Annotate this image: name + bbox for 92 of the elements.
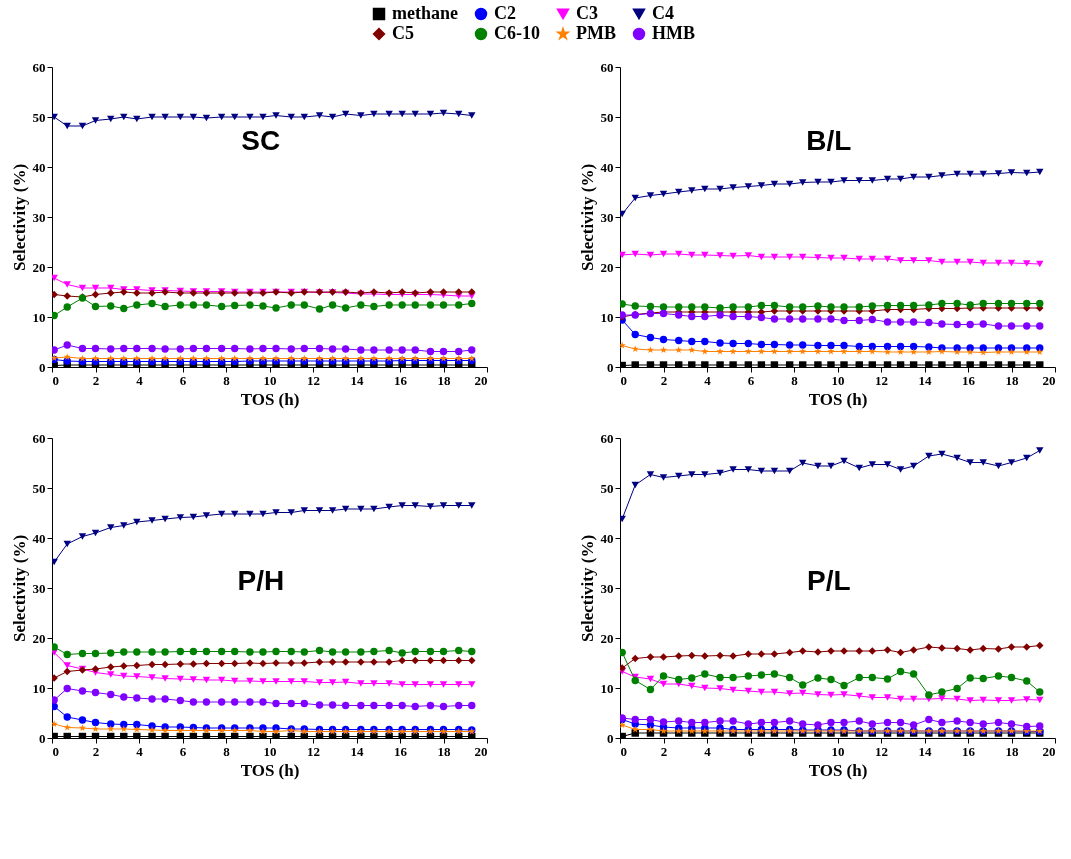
y-tick-label: 40 bbox=[32, 159, 46, 175]
legend-label: C4 bbox=[652, 3, 674, 23]
x-tick-label: 4 bbox=[136, 743, 144, 759]
x-tick-label: 20 bbox=[1042, 743, 1056, 759]
x-tick-label: 14 bbox=[918, 372, 932, 388]
x-tick-label: 10 bbox=[831, 372, 845, 388]
legend-label: PMB bbox=[576, 23, 616, 43]
x-tick-label: 12 bbox=[307, 372, 320, 388]
text: P/L bbox=[807, 565, 851, 596]
x-tick-label: 16 bbox=[394, 372, 408, 388]
x-tick-label: 20 bbox=[474, 743, 488, 759]
legend-label: C3 bbox=[576, 3, 598, 23]
y-tick-label: 30 bbox=[600, 209, 614, 225]
x-tick-label: 8 bbox=[791, 372, 799, 388]
y-tick-label: 40 bbox=[600, 159, 614, 175]
y-tick-label: 50 bbox=[32, 109, 46, 125]
legend-label: C5 bbox=[392, 23, 414, 43]
legend-label: methane bbox=[392, 3, 458, 23]
x-tick-label: 16 bbox=[962, 372, 976, 388]
y-tick-label: 0 bbox=[39, 359, 46, 375]
x-tick-label: 4 bbox=[704, 372, 712, 388]
x-tick-label: 16 bbox=[962, 743, 976, 759]
x-tick-label: 0 bbox=[620, 372, 627, 388]
y-tick-label: 10 bbox=[32, 680, 46, 696]
y-axis-title: Selectivity (%) bbox=[577, 534, 597, 643]
x-tick-label: 6 bbox=[179, 372, 187, 388]
x-tick-label: 0 bbox=[52, 372, 59, 388]
y-tick-label: 60 bbox=[600, 430, 614, 446]
y-tick-label: 30 bbox=[32, 209, 46, 225]
x-tick-label: 2 bbox=[92, 743, 100, 759]
y-tick-label: 30 bbox=[32, 580, 46, 596]
y-axis-title: Selectivity (%) bbox=[9, 534, 29, 643]
y-tick-label: 10 bbox=[600, 680, 614, 696]
x-axis-title: TOS (h) bbox=[808, 389, 868, 409]
x-tick-label: 8 bbox=[223, 372, 231, 388]
legend-label: HMB bbox=[652, 23, 695, 43]
x-tick-label: 4 bbox=[704, 743, 712, 759]
y-tick-label: 50 bbox=[600, 480, 614, 496]
text: P/H bbox=[237, 565, 285, 596]
x-tick-label: 8 bbox=[791, 743, 799, 759]
x-tick-label: 2 bbox=[660, 743, 668, 759]
x-tick-label: 20 bbox=[474, 372, 488, 388]
y-tick-label: 40 bbox=[32, 530, 46, 546]
x-tick-label: 16 bbox=[394, 743, 408, 759]
x-tick-label: 8 bbox=[223, 743, 231, 759]
y-axis-title: Selectivity (%) bbox=[9, 163, 29, 272]
x-tick-label: 14 bbox=[350, 743, 364, 759]
x-axis-title: TOS (h) bbox=[240, 760, 300, 780]
y-tick-label: 10 bbox=[600, 309, 614, 325]
y-tick-label: 20 bbox=[600, 630, 614, 646]
x-axis-title: TOS (h) bbox=[808, 760, 868, 780]
y-axis-title: Selectivity (%) bbox=[577, 163, 597, 272]
x-tick-label: 12 bbox=[875, 743, 888, 759]
x-tick-label: 12 bbox=[875, 372, 888, 388]
y-tick-label: 50 bbox=[600, 109, 614, 125]
x-tick-label: 14 bbox=[350, 372, 364, 388]
x-tick-label: 18 bbox=[437, 372, 451, 388]
x-tick-label: 10 bbox=[263, 743, 277, 759]
y-tick-label: 60 bbox=[32, 430, 46, 446]
y-tick-label: 20 bbox=[32, 259, 46, 275]
y-tick-label: 30 bbox=[600, 580, 614, 596]
y-tick-label: 0 bbox=[39, 730, 46, 746]
y-tick-label: 20 bbox=[32, 630, 46, 646]
x-tick-label: 18 bbox=[437, 743, 451, 759]
x-tick-label: 20 bbox=[1042, 372, 1056, 388]
x-tick-label: 12 bbox=[307, 743, 320, 759]
y-tick-label: 0 bbox=[607, 359, 614, 375]
legend-label: C2 bbox=[494, 3, 516, 23]
x-tick-label: 2 bbox=[92, 372, 100, 388]
y-tick-label: 40 bbox=[600, 530, 614, 546]
text: B/L bbox=[806, 125, 852, 156]
x-tick-label: 14 bbox=[918, 743, 932, 759]
x-tick-label: 6 bbox=[179, 743, 187, 759]
text: SC bbox=[241, 125, 281, 156]
x-tick-label: 10 bbox=[831, 743, 845, 759]
y-tick-label: 60 bbox=[32, 59, 46, 75]
x-tick-label: 0 bbox=[620, 743, 627, 759]
x-tick-label: 18 bbox=[1005, 372, 1019, 388]
y-tick-label: 50 bbox=[32, 480, 46, 496]
x-tick-label: 2 bbox=[660, 372, 668, 388]
y-tick-label: 10 bbox=[32, 309, 46, 325]
x-axis-title: TOS (h) bbox=[240, 389, 300, 409]
legend-label: C6-10 bbox=[494, 23, 540, 43]
x-tick-label: 0 bbox=[52, 743, 59, 759]
x-tick-label: 10 bbox=[263, 372, 277, 388]
x-tick-label: 6 bbox=[747, 743, 755, 759]
x-tick-label: 4 bbox=[136, 372, 144, 388]
y-tick-label: 60 bbox=[600, 59, 614, 75]
x-tick-label: 18 bbox=[1005, 743, 1019, 759]
y-tick-label: 0 bbox=[607, 730, 614, 746]
y-tick-label: 20 bbox=[600, 259, 614, 275]
x-tick-label: 6 bbox=[747, 372, 755, 388]
